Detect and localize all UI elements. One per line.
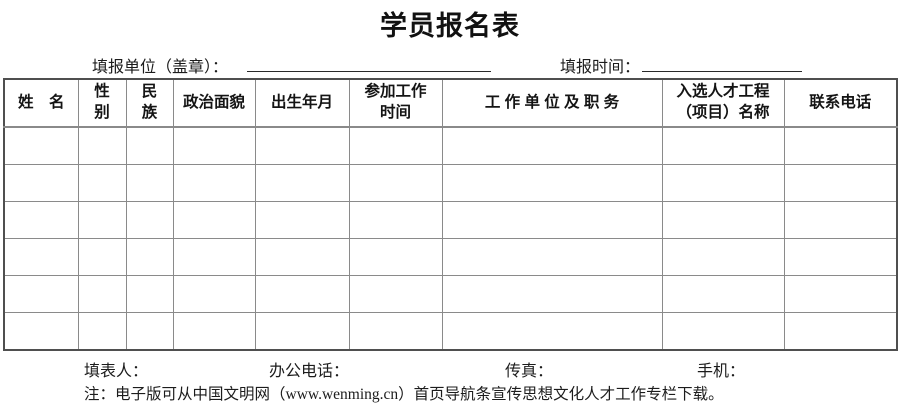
col-header-work-start-time: 参加工作 时间 bbox=[348, 78, 443, 128]
table-cell bbox=[783, 126, 898, 165]
col-header-contact-phone: 联系电话 bbox=[783, 78, 898, 128]
table-cell bbox=[125, 164, 174, 202]
table-cell bbox=[77, 312, 127, 351]
table-cell bbox=[783, 275, 898, 313]
table-cell bbox=[125, 275, 174, 313]
table-cell bbox=[254, 164, 350, 202]
table-row bbox=[3, 164, 898, 202]
table-cell bbox=[3, 312, 79, 351]
table-cell bbox=[77, 126, 127, 165]
table-cell bbox=[77, 238, 127, 276]
table-cell bbox=[254, 312, 350, 351]
table-cell bbox=[125, 312, 174, 351]
table-cell bbox=[348, 126, 443, 165]
table-cell bbox=[441, 126, 663, 165]
table-cell bbox=[441, 312, 663, 351]
mobile-phone-label: 手机： bbox=[697, 363, 746, 380]
table-cell bbox=[3, 126, 79, 165]
table-cell bbox=[254, 238, 350, 276]
table-cell bbox=[172, 164, 256, 202]
table-cell bbox=[172, 201, 256, 239]
table-cell bbox=[3, 238, 79, 276]
table-row bbox=[3, 201, 898, 239]
table-cell bbox=[783, 312, 898, 351]
table-cell bbox=[125, 238, 174, 276]
office-phone-label: 办公电话： bbox=[269, 363, 350, 380]
col-header-work-unit-position: 工 作 单 位 及 职 务 bbox=[441, 78, 663, 128]
table-cell bbox=[3, 201, 79, 239]
table-cell bbox=[441, 275, 663, 313]
table-cell bbox=[3, 275, 79, 313]
table-cell bbox=[254, 275, 350, 313]
col-header-political-status: 政治面貌 bbox=[172, 78, 256, 128]
table-cell bbox=[661, 126, 785, 165]
table-cell bbox=[661, 201, 785, 239]
table-cell bbox=[254, 126, 350, 165]
table-cell bbox=[77, 275, 127, 313]
table-row bbox=[3, 126, 898, 165]
col-header-birth-date: 出生年月 bbox=[254, 78, 350, 128]
col-header-ethnicity: 民 族 bbox=[125, 78, 174, 128]
table-cell bbox=[77, 201, 127, 239]
table-header-row: 姓 名 性 别 民 族 政治面貌 出生年月 参加工作 时间 工 作 单 位 及 … bbox=[3, 78, 898, 128]
table-cell bbox=[125, 201, 174, 239]
form-preparer-label: 填表人： bbox=[84, 363, 149, 380]
form-title: 学员报名表 bbox=[380, 11, 520, 41]
table-cell bbox=[3, 164, 79, 202]
reporting-time-fill-line bbox=[642, 52, 802, 72]
table-cell bbox=[348, 164, 443, 202]
table-cell bbox=[125, 126, 174, 165]
table-cell bbox=[661, 312, 785, 351]
reporting-unit-fill-line bbox=[247, 52, 491, 72]
table-cell bbox=[441, 201, 663, 239]
table-cell bbox=[172, 275, 256, 313]
table-cell bbox=[441, 164, 663, 202]
col-header-gender: 性 别 bbox=[77, 78, 127, 128]
table-cell bbox=[661, 238, 785, 276]
reporting-unit-label: 填报单位（盖章）： bbox=[92, 59, 229, 76]
table-row bbox=[3, 238, 898, 276]
table-cell bbox=[172, 238, 256, 276]
table-row bbox=[3, 312, 898, 351]
download-note: 注：电子版可从中国文明网（www.wenming.cn）首页导航条宣传思想文化人… bbox=[84, 386, 724, 403]
table-cell bbox=[783, 238, 898, 276]
reporting-time-label: 填报时间： bbox=[560, 59, 641, 76]
table-cell bbox=[783, 201, 898, 239]
table-cell bbox=[348, 312, 443, 351]
col-header-name: 姓 名 bbox=[3, 78, 79, 128]
table-cell bbox=[661, 275, 785, 313]
table-cell bbox=[661, 164, 785, 202]
table-cell bbox=[254, 201, 350, 239]
table-cell bbox=[172, 126, 256, 165]
col-header-talent-project: 入选人才工程 （项目）名称 bbox=[661, 78, 785, 128]
registration-table: 姓 名 性 别 民 族 政治面貌 出生年月 参加工作 时间 工 作 单 位 及 … bbox=[3, 78, 898, 351]
table-cell bbox=[172, 312, 256, 351]
table-row bbox=[3, 275, 898, 313]
table-cell bbox=[348, 201, 443, 239]
fax-label: 传真： bbox=[505, 363, 554, 380]
table-cell bbox=[348, 275, 443, 313]
table-cell bbox=[348, 238, 443, 276]
table-cell bbox=[441, 238, 663, 276]
table-cell bbox=[77, 164, 127, 202]
table-cell bbox=[783, 164, 898, 202]
